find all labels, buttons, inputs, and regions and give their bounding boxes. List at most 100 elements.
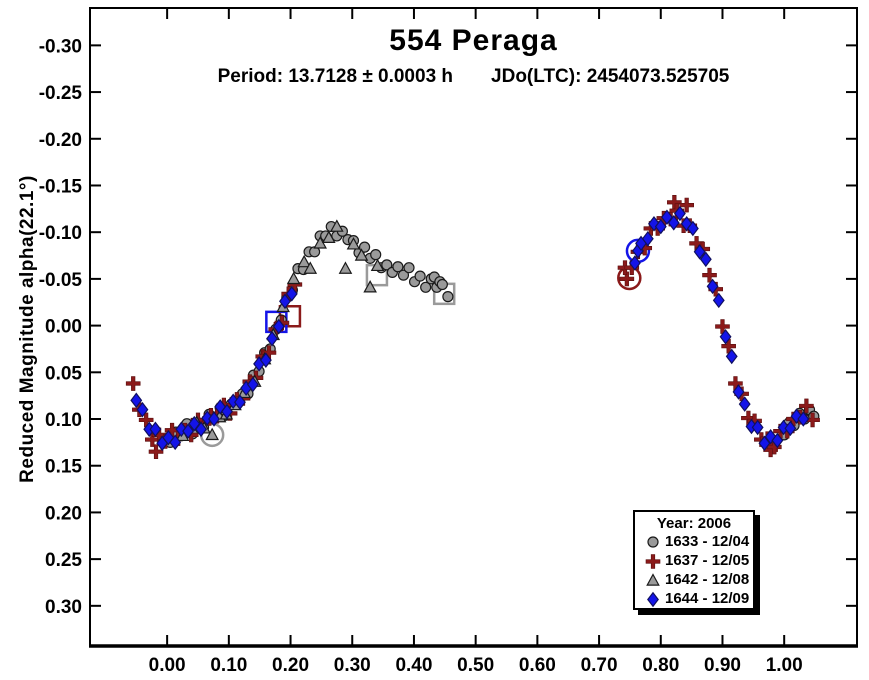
y-tick-label: -0.10: [39, 223, 82, 244]
y-tick-label: 0.30: [45, 597, 82, 618]
data-point: [686, 220, 699, 237]
data-point: [641, 230, 654, 247]
data-point: [784, 420, 797, 437]
data-point: [246, 376, 259, 393]
plus-marker-icon: [641, 552, 665, 570]
data-point: [403, 262, 415, 274]
data-point: [175, 421, 188, 438]
legend-entry-label: 1633 - 12/04: [665, 533, 750, 550]
data-point: [205, 427, 219, 441]
triangle-marker-icon: [641, 571, 665, 589]
y-tick-label: 0.15: [45, 457, 82, 478]
data-point: [370, 249, 382, 261]
data-point: [732, 384, 745, 400]
data-point: [285, 286, 298, 302]
data-point: [397, 269, 410, 281]
x-tick-label: 0.00: [149, 655, 186, 676]
y-tick-label: -0.20: [39, 130, 82, 151]
x-tick-label: 0.40: [395, 655, 432, 676]
data-point: [420, 281, 432, 293]
legend-entry-label: 1642 - 12/08: [665, 571, 750, 588]
data-point: [771, 432, 784, 449]
legend-entry: 1644 - 12/09: [635, 589, 753, 608]
y-tick-label: -0.25: [39, 83, 83, 104]
data-point: [381, 259, 393, 271]
data-point: [125, 376, 141, 391]
y-tick-label: 0.10: [45, 410, 82, 431]
y-tick-label: 0.05: [45, 363, 82, 384]
legend-entry: 1633 - 12/04: [635, 532, 753, 551]
x-tick-label: 0.10: [210, 655, 247, 676]
data-point: [279, 293, 291, 310]
data-point: [354, 248, 369, 261]
data-point: [751, 419, 764, 436]
data-point: [797, 411, 810, 427]
data-point: [169, 434, 182, 451]
data-point: [259, 352, 272, 368]
data-point: [182, 423, 195, 439]
data-point: [654, 218, 667, 235]
data-point: [725, 348, 738, 365]
x-tick-label: 0.70: [581, 655, 618, 676]
data-point: [162, 429, 175, 446]
chart-title: 554 Peraga: [389, 24, 558, 57]
x-tick-label: 0.60: [519, 655, 556, 676]
y-tick-label: 0.20: [45, 503, 82, 524]
data-point: [436, 278, 448, 291]
data-point: [221, 403, 233, 420]
data-point: [667, 215, 680, 231]
data-point: [149, 421, 162, 438]
data-point: [628, 255, 641, 271]
data-point: [719, 329, 732, 345]
x-tick-label: 0.90: [704, 655, 741, 676]
data-point: [286, 271, 301, 285]
data-point: [619, 271, 635, 287]
period-text: Period: 13.7128 ± 0.0003 h: [217, 66, 454, 87]
data-point: [699, 251, 712, 268]
data-point: [660, 209, 673, 226]
data-point: [338, 261, 353, 274]
data-point: [136, 401, 149, 418]
y-tick-label: 0.25: [45, 550, 82, 571]
data-point: [702, 267, 717, 283]
chart-subtitle: Period: 13.7128 ± 0.0003 h JDo(LTC): 2454…: [90, 66, 857, 88]
legend-title: Year: 2006: [656, 515, 732, 532]
data-point: [799, 398, 814, 414]
y-tick-label: -0.05: [39, 270, 83, 291]
y-tick-label: -0.15: [39, 176, 83, 197]
data-point: [673, 205, 686, 222]
data-point: [706, 278, 719, 295]
legend-entry-label: 1644 - 12/09: [665, 590, 750, 607]
data-point: [363, 280, 377, 293]
data-point: [233, 394, 246, 410]
data-point: [303, 261, 318, 274]
legend-entries: 1633 - 12/04 1637 - 12/05 1642 - 12/08 1644…: [635, 532, 753, 608]
legend-entry-label: 1637 - 12/05: [665, 552, 750, 569]
y-tick-label: 0.00: [45, 317, 82, 338]
data-point: [346, 237, 361, 250]
data-point: [148, 444, 164, 460]
legend-entry: 1642 - 12/08: [635, 570, 753, 589]
x-tick-label: 0.80: [642, 655, 679, 676]
jdo-text: JDo(LTC): 2454073.525705: [491, 66, 730, 87]
data-point: [330, 219, 344, 232]
y-tick-label: -0.30: [39, 36, 82, 57]
data-point: [414, 270, 426, 282]
diamond-marker-icon: [641, 590, 665, 608]
data-point: [680, 215, 693, 232]
data-point: [321, 230, 336, 243]
data-point: [693, 244, 706, 260]
data-point: [297, 254, 311, 268]
x-tick-label: 0.20: [272, 655, 309, 676]
x-tick-label: 0.30: [334, 655, 371, 676]
data-point: [679, 197, 694, 213]
data-point: [790, 408, 803, 424]
x-tick-label: 1.00: [766, 655, 803, 676]
data-point: [392, 261, 404, 273]
x-tick-label: 0.50: [457, 655, 494, 676]
data-point: [712, 292, 725, 309]
data-point: [370, 258, 385, 272]
data-point: [272, 318, 285, 335]
